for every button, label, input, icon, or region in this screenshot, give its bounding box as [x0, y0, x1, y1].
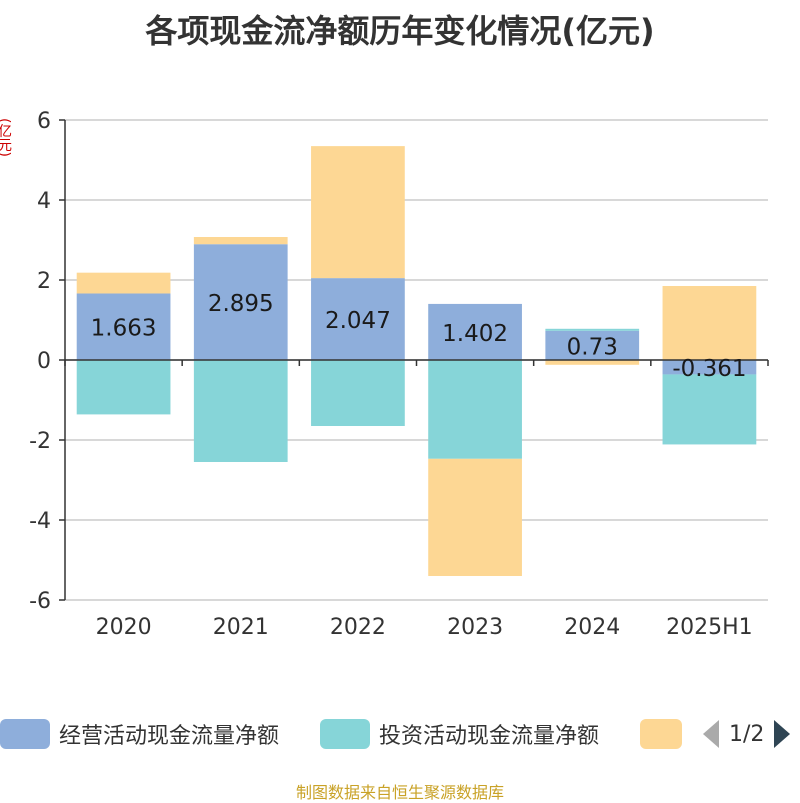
legend: 经营活动现金流量净额 投资活动现金流量净额 1/2: [0, 712, 800, 756]
cash-flow-chart: 6 4 2 0 -2 -4 -6 2020 2021 2022 2023 2024 2025H1 1.6…: [29, 109, 769, 640]
y-tick-label: 2: [37, 269, 51, 294]
bar-series-0-2022[interactable]: [311, 278, 405, 360]
data-label: 2.895: [208, 291, 274, 317]
legend-pager: 1/2: [703, 712, 791, 756]
y-tick-label: 4: [37, 189, 51, 214]
bar-series-0-2024[interactable]: [545, 330, 640, 360]
bar-series-0-2021[interactable]: [193, 244, 288, 360]
legend-item-financing[interactable]: [640, 712, 691, 756]
legend-item-operating[interactable]: 经营活动现金流量净额: [0, 712, 279, 756]
y-tick-label: -2: [29, 429, 51, 454]
source-note: 制图数据来自恒生聚源数据库: [295, 783, 504, 802]
bar-series-0-2025H1[interactable]: [662, 360, 757, 375]
data-label: -0.361: [672, 356, 746, 382]
legend-label-operating: 经营活动现金流量净额: [59, 724, 280, 749]
x-tick-label: 2021: [213, 615, 269, 640]
x-tick-label: 2023: [447, 615, 503, 640]
bar-series-0-2020[interactable]: [76, 293, 171, 360]
x-tick-label: 2022: [330, 615, 386, 640]
data-label: 1.663: [91, 316, 157, 342]
legend-item-investing[interactable]: 投资活动现金流量净额: [320, 712, 599, 756]
bars: [76, 146, 757, 576]
triangle-right-icon[interactable]: [774, 720, 791, 748]
bar-series-0-2023[interactable]: [428, 303, 522, 360]
legend-swatch-financing: [640, 719, 682, 749]
bar-series-2-2022[interactable]: [311, 146, 405, 279]
bar-series-1-2021[interactable]: [193, 360, 288, 462]
bar-series-2-2021[interactable]: [193, 237, 288, 245]
y-tick-label: 6: [37, 109, 51, 134]
bar-series-2-2025H1[interactable]: [662, 286, 757, 360]
bar-series-1-2024[interactable]: [545, 328, 640, 331]
x-tick-label: 2025H1: [666, 615, 753, 640]
chart-title: 各项现金流净额历年变化情况(亿元): [145, 12, 655, 50]
triangle-left-icon[interactable]: [703, 720, 719, 748]
bar-series-1-2020[interactable]: [76, 360, 171, 415]
bar-series-1-2022[interactable]: [311, 360, 405, 426]
y-tick-label: 0: [37, 349, 51, 374]
y-tick-label: -6: [29, 589, 51, 614]
bar-series-2-2020[interactable]: [76, 272, 171, 294]
data-labels: 1.663 2.895 2.047 1.402 0.73 -0.361: [91, 291, 747, 382]
x-tick-label: 2020: [96, 615, 152, 640]
x-tick-label: 2024: [564, 615, 620, 640]
bar-series-1-2023[interactable]: [428, 360, 522, 459]
legend-swatch-operating: [0, 719, 50, 749]
axes: 6 4 2 0 -2 -4 -6 2020 2021 2022 2023 2024 2025H1: [29, 109, 769, 640]
legend-swatch-investing: [320, 719, 370, 749]
y-tick-label: -4: [29, 509, 51, 534]
bar-series-2-2024[interactable]: [545, 360, 640, 365]
data-label: 1.402: [442, 321, 508, 347]
data-label: 0.73: [567, 334, 618, 360]
bar-series-1-2025H1[interactable]: [662, 374, 757, 445]
bar-series-2-2023[interactable]: [428, 458, 522, 576]
data-label: 2.047: [325, 308, 391, 334]
y-axis-unit-label: (亿元): [0, 118, 12, 157]
legend-page-indicator: 1/2: [729, 721, 765, 747]
legend-label-investing: 投资活动现金流量净额: [379, 724, 600, 749]
